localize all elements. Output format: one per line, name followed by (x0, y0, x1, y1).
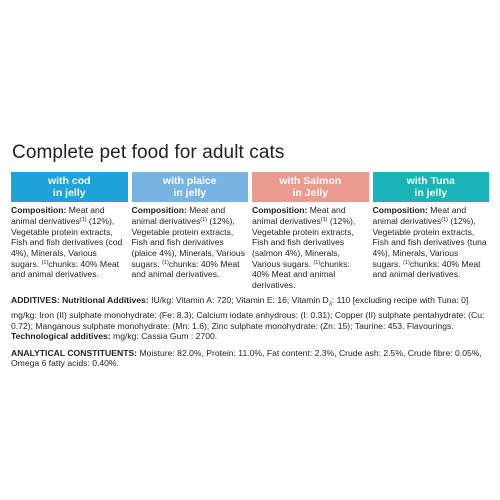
composition-part-c: chunks: 40% Meat and animal derivatives. (372, 259, 481, 280)
additives-text: ADDITIVES: Nutritional Additives: IU/kg:… (11, 295, 489, 341)
variant-columns: with cod in jelly Composition: Meat and … (11, 172, 489, 290)
product-label: Complete pet food for adult cats with co… (11, 142, 489, 368)
footnote-marker: (1) (320, 217, 328, 224)
composition-text: Composition: Meat and animal derivatives… (373, 205, 490, 280)
composition-part-b: (12%), Vegetable protein extracts, Fish … (11, 216, 123, 270)
technological-additives-label: Technological additives: (11, 331, 111, 342)
nutritional-additives-label: Nutritional Additives: (62, 295, 149, 306)
composition-part-c: chunks: 40% Meat and animal derivatives. (131, 259, 240, 280)
composition-part-a: Meat and animal derivatives (372, 205, 467, 227)
composition-part-c: chunks: 40% Meat and animal derivatives. (252, 259, 350, 290)
badge-line-2: in Jelly (292, 187, 329, 199)
analytical-label: ANALYTICAL CONSTITUENTS: (11, 347, 138, 358)
variant-badge-tuna: with Tuna in jelly (372, 172, 489, 202)
footnote-marker: (1) (41, 260, 49, 267)
composition-label: Composition: (372, 205, 428, 215)
technological-additives-text: mg/kg: Cassia Gum : 2700. (113, 331, 218, 342)
variant-badge-cod: with cod in jelly (11, 172, 128, 202)
variant-badge-salmon: with Salmon in Jelly (252, 172, 369, 202)
badge-line-2: in jelly (173, 187, 207, 199)
footnote-marker: (1) (403, 260, 410, 267)
composition-label: Composition: (252, 205, 308, 215)
variant-cod: with cod in jelly Composition: Meat and … (11, 172, 128, 290)
badge-line-2: in jelly (52, 187, 86, 199)
variant-salmon: with Salmon in Jelly Composition: Meat a… (252, 172, 369, 290)
variant-plaice: with plaice in jelly Composition: Meat a… (131, 172, 249, 290)
vitamin-d-subscript: 3 (328, 301, 332, 308)
nutritional-additives-b: : 110 [excluding recipe with Tuna: 0] mg… (11, 295, 485, 331)
badge-line-1: with cod (47, 175, 91, 187)
composition-part-a: Meat and animal derivatives (252, 205, 346, 227)
footnote-marker: (1) (162, 260, 169, 267)
composition-part-b: (12%), Vegetable protein extracts, Fish … (252, 216, 356, 270)
additives-label: ADDITIVES: (11, 295, 60, 306)
footnote-marker: (1) (441, 217, 449, 224)
analytical-text: Moisture: 82.0%, Protein: 11.0%, Fat con… (11, 347, 482, 368)
analytical-constituents: ANALYTICAL CONSTITUENTS: Moisture: 82.0%… (11, 348, 489, 369)
composition-label: Composition: (131, 205, 187, 215)
variant-badge-plaice: with plaice in jelly (131, 172, 248, 202)
composition-part-c: chunks: 40% Meat and animal derivatives. (11, 259, 120, 280)
nutritional-additives-a: IU/kg: Vitamin A: 720; Vitamin E: 16; Vi… (151, 295, 329, 306)
composition-text: Composition: Meat and animal derivatives… (11, 205, 128, 280)
badge-line-1: with Salmon (279, 175, 342, 187)
footnote-marker: (1) (313, 260, 321, 267)
page-title: Complete pet food for adult cats (12, 142, 285, 163)
footnote-marker: (1) (79, 217, 87, 224)
composition-part-a: Meat and animal derivatives (11, 205, 105, 227)
composition-label: Composition: (11, 205, 67, 215)
composition-text: Composition: Meat and animal derivatives… (252, 205, 369, 290)
composition-text: Composition: Meat and animal derivatives… (132, 205, 249, 280)
composition-part-b: (12%), Vegetable protein extracts, Fish … (131, 216, 246, 270)
footnote-marker: (1) (200, 217, 208, 224)
badge-line-1: with plaice (162, 175, 217, 187)
composition-part-a: Meat and animal derivatives (131, 205, 226, 227)
badge-line-1: with Tuna (406, 175, 455, 187)
composition-part-b: (12%), Vegetable protein extracts, Fish … (372, 216, 487, 270)
badge-line-2: in jelly (414, 187, 448, 199)
variant-tuna: with Tuna in jelly Composition: Meat and… (372, 172, 490, 290)
